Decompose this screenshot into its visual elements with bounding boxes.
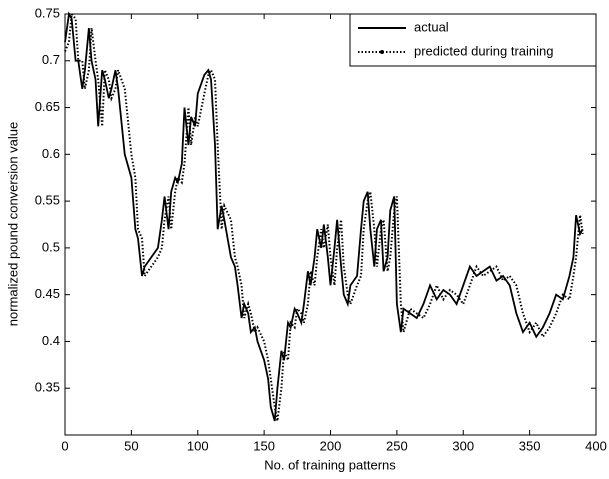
y-axis-label: normalized pound conversion value [5,122,20,327]
x-tick-label: 300 [452,438,474,453]
x-tick-label: 50 [124,438,138,453]
line-series [64,11,584,422]
y-tick-label: 0.4 [42,333,60,348]
x-tick-label: 100 [187,438,209,453]
legend-label: actual [414,19,449,34]
x-tick-label: 400 [585,438,607,453]
x-tick-label: 250 [386,438,408,453]
x-tick-label: 0 [61,438,68,453]
y-tick-label: 0.65 [35,99,60,114]
legend-box [349,13,597,67]
y-tick-label: 0.6 [42,146,60,161]
legend-label: predicted during training [414,43,553,58]
legend-marker [380,50,384,54]
x-tick-label: 150 [253,438,275,453]
x-axis-label: No. of training patterns [264,457,396,472]
plot-frame [64,13,597,436]
x-tick-label: 350 [519,438,541,453]
y-tick-label: 0.45 [35,286,60,301]
x-tick-label: 200 [320,438,342,453]
y-tick-label: 0.75 [35,5,60,20]
y-tick-label: 0.7 [42,52,60,67]
y-tick-label: 0.55 [35,193,60,208]
y-tick-label: 0.35 [35,380,60,395]
y-tick-label: 0.5 [42,239,60,254]
line-series [64,11,584,422]
